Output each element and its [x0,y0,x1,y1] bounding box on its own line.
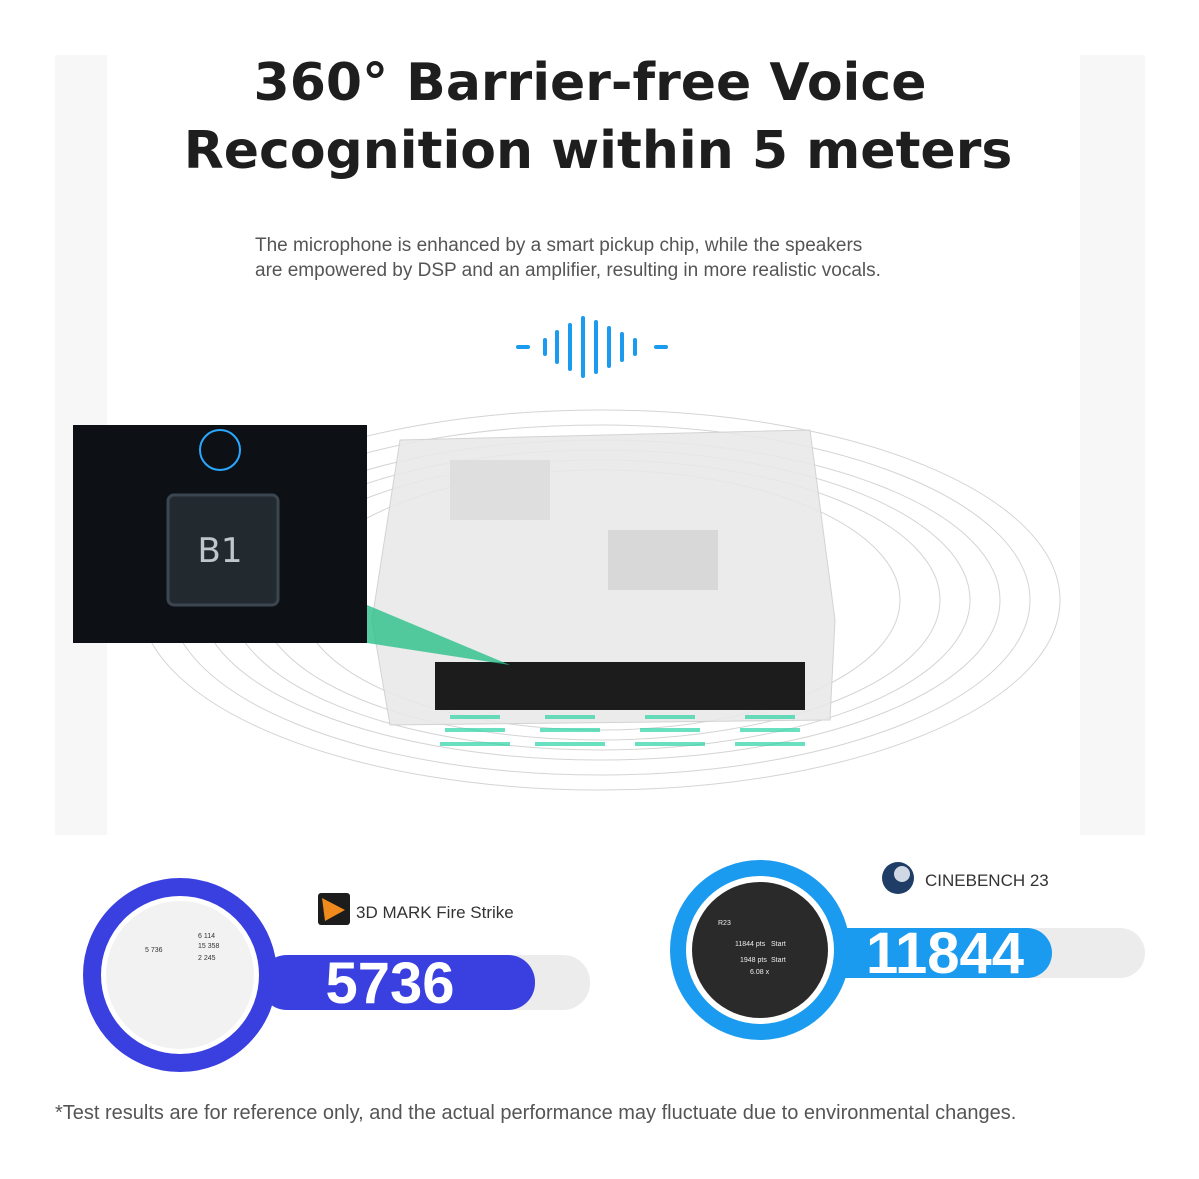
speaker-waves [440,715,805,746]
callout-beam [367,600,510,665]
score: 11844 [866,921,1024,986]
thumb-text: 6 114 [198,933,215,940]
device [371,429,836,726]
title-line: 360° Barrier-free Voice [254,53,927,113]
subtitle-line: are empowered by DSP and an amplifier, r… [255,260,881,281]
thumb-text: 2 245 [198,955,216,962]
thumbnail [692,882,828,1018]
chip-panel: B1 [73,425,367,643]
thumb-text: 1948 pts [740,957,767,964]
benchmark-name: CINEBENCH 23 [925,871,1049,890]
footnote: *Test results are for reference only, an… [55,1102,1016,1124]
thumb-text: Start [771,957,786,964]
thumb-text: R23 [718,920,731,927]
thumb-text: 5 736 [145,947,163,954]
score-bar [820,928,1052,978]
icon-mark [894,866,910,882]
title-line: Recognition within 5 meters [184,121,1013,181]
thumb-text: 6.08 x [750,969,770,976]
thumb-text: 15 358 [198,943,220,950]
thumb-text: Start [771,941,786,948]
score: 5736 [325,951,454,1016]
benchmark-name: 3D MARK Fire Strike [356,903,514,922]
thumbnail [106,901,254,1049]
score-bar [260,955,535,1010]
icon-mark [322,898,345,921]
thumb-text: 11844 pts [735,941,766,948]
subtitle-line: The microphone is enhanced by a smart pi… [255,235,862,256]
voice-icon [516,316,668,378]
chip-label: B1 [198,531,243,571]
